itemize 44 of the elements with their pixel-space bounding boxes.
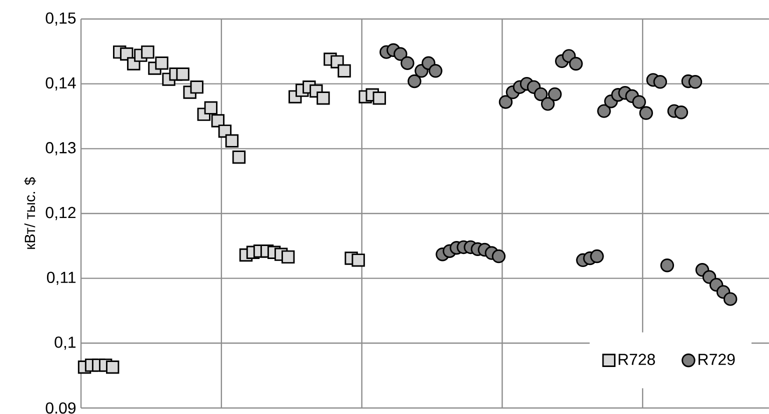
point: [632, 95, 646, 109]
point: [316, 91, 330, 105]
point: [141, 45, 154, 59]
point: [688, 75, 702, 89]
point: [338, 64, 351, 78]
point: [723, 292, 738, 306]
point: [232, 150, 246, 164]
point: [428, 64, 442, 78]
point: [372, 91, 386, 105]
y-tick-label: 0,14: [46, 77, 76, 90]
point: [218, 124, 232, 138]
y-tick-label: 0,1: [54, 336, 76, 350]
point: [281, 250, 295, 264]
point: [548, 87, 562, 102]
point: [352, 254, 365, 267]
y-axis-title: кВт/ тыс. $: [24, 177, 36, 249]
legend-label: R728: [618, 354, 655, 366]
y-tick-label: 0,11: [46, 272, 76, 285]
point: [597, 104, 611, 118]
point: [590, 249, 604, 264]
point: [674, 105, 688, 120]
point: [653, 75, 668, 89]
y-tick-label: 0,12: [46, 206, 76, 220]
point: [106, 360, 120, 374]
point: [639, 106, 653, 120]
legend-label: R729: [698, 354, 735, 366]
point: [204, 101, 218, 114]
point: [408, 74, 422, 88]
point: [492, 249, 506, 264]
point: [569, 56, 583, 71]
point: [155, 56, 168, 70]
point: [660, 258, 674, 272]
point: [176, 68, 190, 81]
point: [394, 47, 408, 61]
y-tick-label: 0.09: [46, 402, 76, 414]
point: [534, 87, 548, 102]
point: [540, 97, 555, 111]
point: [211, 114, 224, 128]
y-tick-label: 0,13: [46, 142, 76, 156]
point: [225, 134, 239, 148]
point: [190, 80, 204, 94]
point: [400, 56, 414, 70]
y-tick-label: 0,15: [46, 12, 76, 26]
point: [498, 95, 513, 109]
